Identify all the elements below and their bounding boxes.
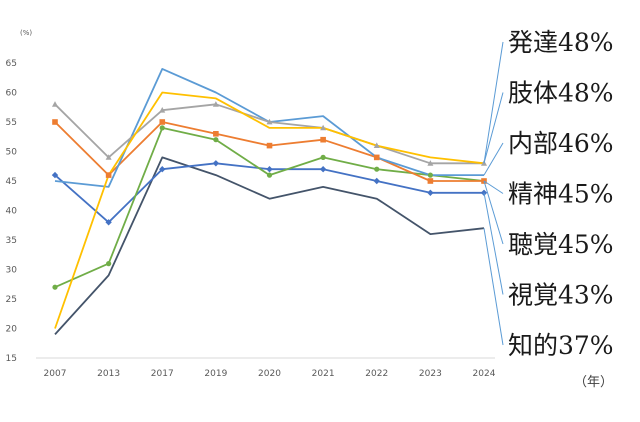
leader-line [483, 142, 504, 176]
y-tick-label: 30 [6, 266, 18, 276]
data-point [105, 172, 112, 178]
data-point [159, 125, 165, 131]
data-point [427, 172, 433, 178]
y-unit-label: (%) [20, 29, 32, 37]
data-point [106, 261, 112, 267]
data-point [159, 107, 166, 113]
y-tick-label: 35 [6, 236, 17, 246]
y-tick-label: 25 [6, 295, 17, 305]
data-point [266, 118, 273, 125]
data-point [427, 189, 434, 196]
x-tick-label: 2020 [258, 369, 281, 379]
data-point [52, 101, 58, 107]
leader-line [483, 180, 504, 245]
data-point [320, 136, 326, 143]
data-point [373, 142, 380, 148]
data-point [319, 166, 327, 173]
y-tick-label: 45 [6, 177, 17, 187]
data-point [320, 154, 326, 160]
series-line [54, 127, 485, 289]
y-tick-label: 20 [6, 325, 18, 335]
series-lines-layer [54, 68, 485, 336]
data-point [105, 154, 112, 160]
y-tick-label: 40 [6, 207, 18, 217]
x-tick-label: 2024 [473, 369, 496, 379]
data-point [159, 166, 166, 173]
leader-lines-layer [483, 41, 504, 346]
x-tick-label: 2017 [151, 369, 174, 379]
series-label: 視覚43% [508, 281, 614, 310]
x-tick-label: 2022 [365, 369, 388, 379]
data-point [51, 171, 59, 179]
x-tick-label: 2013 [97, 369, 120, 379]
x-tick-label: 2019 [204, 369, 227, 379]
y-tick-label: 60 [6, 89, 18, 99]
data-point [52, 284, 58, 290]
data-point [213, 131, 219, 137]
data-point [212, 160, 220, 167]
data-point [320, 124, 327, 131]
markers-layer [51, 101, 488, 290]
leader-line [483, 192, 504, 295]
x-tick-label: 2007 [44, 369, 67, 379]
x-tick-label: 2021 [312, 369, 335, 379]
axes-layer: (%) 15 20 25 30 35 40 45 50 55 60 65 2007 2013 2017 201… [6, 29, 613, 390]
series-label: 知的37% [508, 331, 614, 360]
series-label: 聴覚45% [508, 230, 614, 259]
x-unit-label: （年） [574, 375, 613, 390]
data-point [212, 101, 219, 107]
series-label: 肢体48% [508, 79, 614, 108]
data-point [52, 119, 58, 125]
data-point [266, 172, 273, 178]
y-tick-label: 15 [6, 354, 17, 364]
series-line [54, 91, 485, 329]
series-label: 精神45% [508, 180, 614, 209]
data-point [159, 119, 166, 125]
series-label: 内部46% [508, 129, 614, 158]
leader-line [483, 228, 504, 346]
leader-line [483, 41, 504, 164]
data-point [373, 154, 380, 161]
series-labels-layer: 発達48% 肢体48% 内部46% 精神45% 聴覚45% 視覚43% 知的37% [508, 28, 614, 360]
leader-line [483, 92, 504, 164]
data-point [427, 178, 434, 184]
data-point [373, 177, 380, 185]
data-point [427, 160, 434, 166]
data-point [105, 219, 112, 226]
leader-line [483, 180, 504, 194]
data-point [266, 166, 273, 173]
data-point [374, 166, 380, 172]
y-tick-label: 55 [6, 118, 17, 128]
series-line [54, 156, 485, 336]
data-point [213, 137, 219, 143]
y-tick-label: 65 [6, 59, 17, 69]
x-tick-label: 2023 [419, 369, 442, 379]
series-label: 発達48% [508, 28, 614, 57]
y-tick-label: 50 [6, 148, 18, 158]
data-point [266, 142, 273, 149]
